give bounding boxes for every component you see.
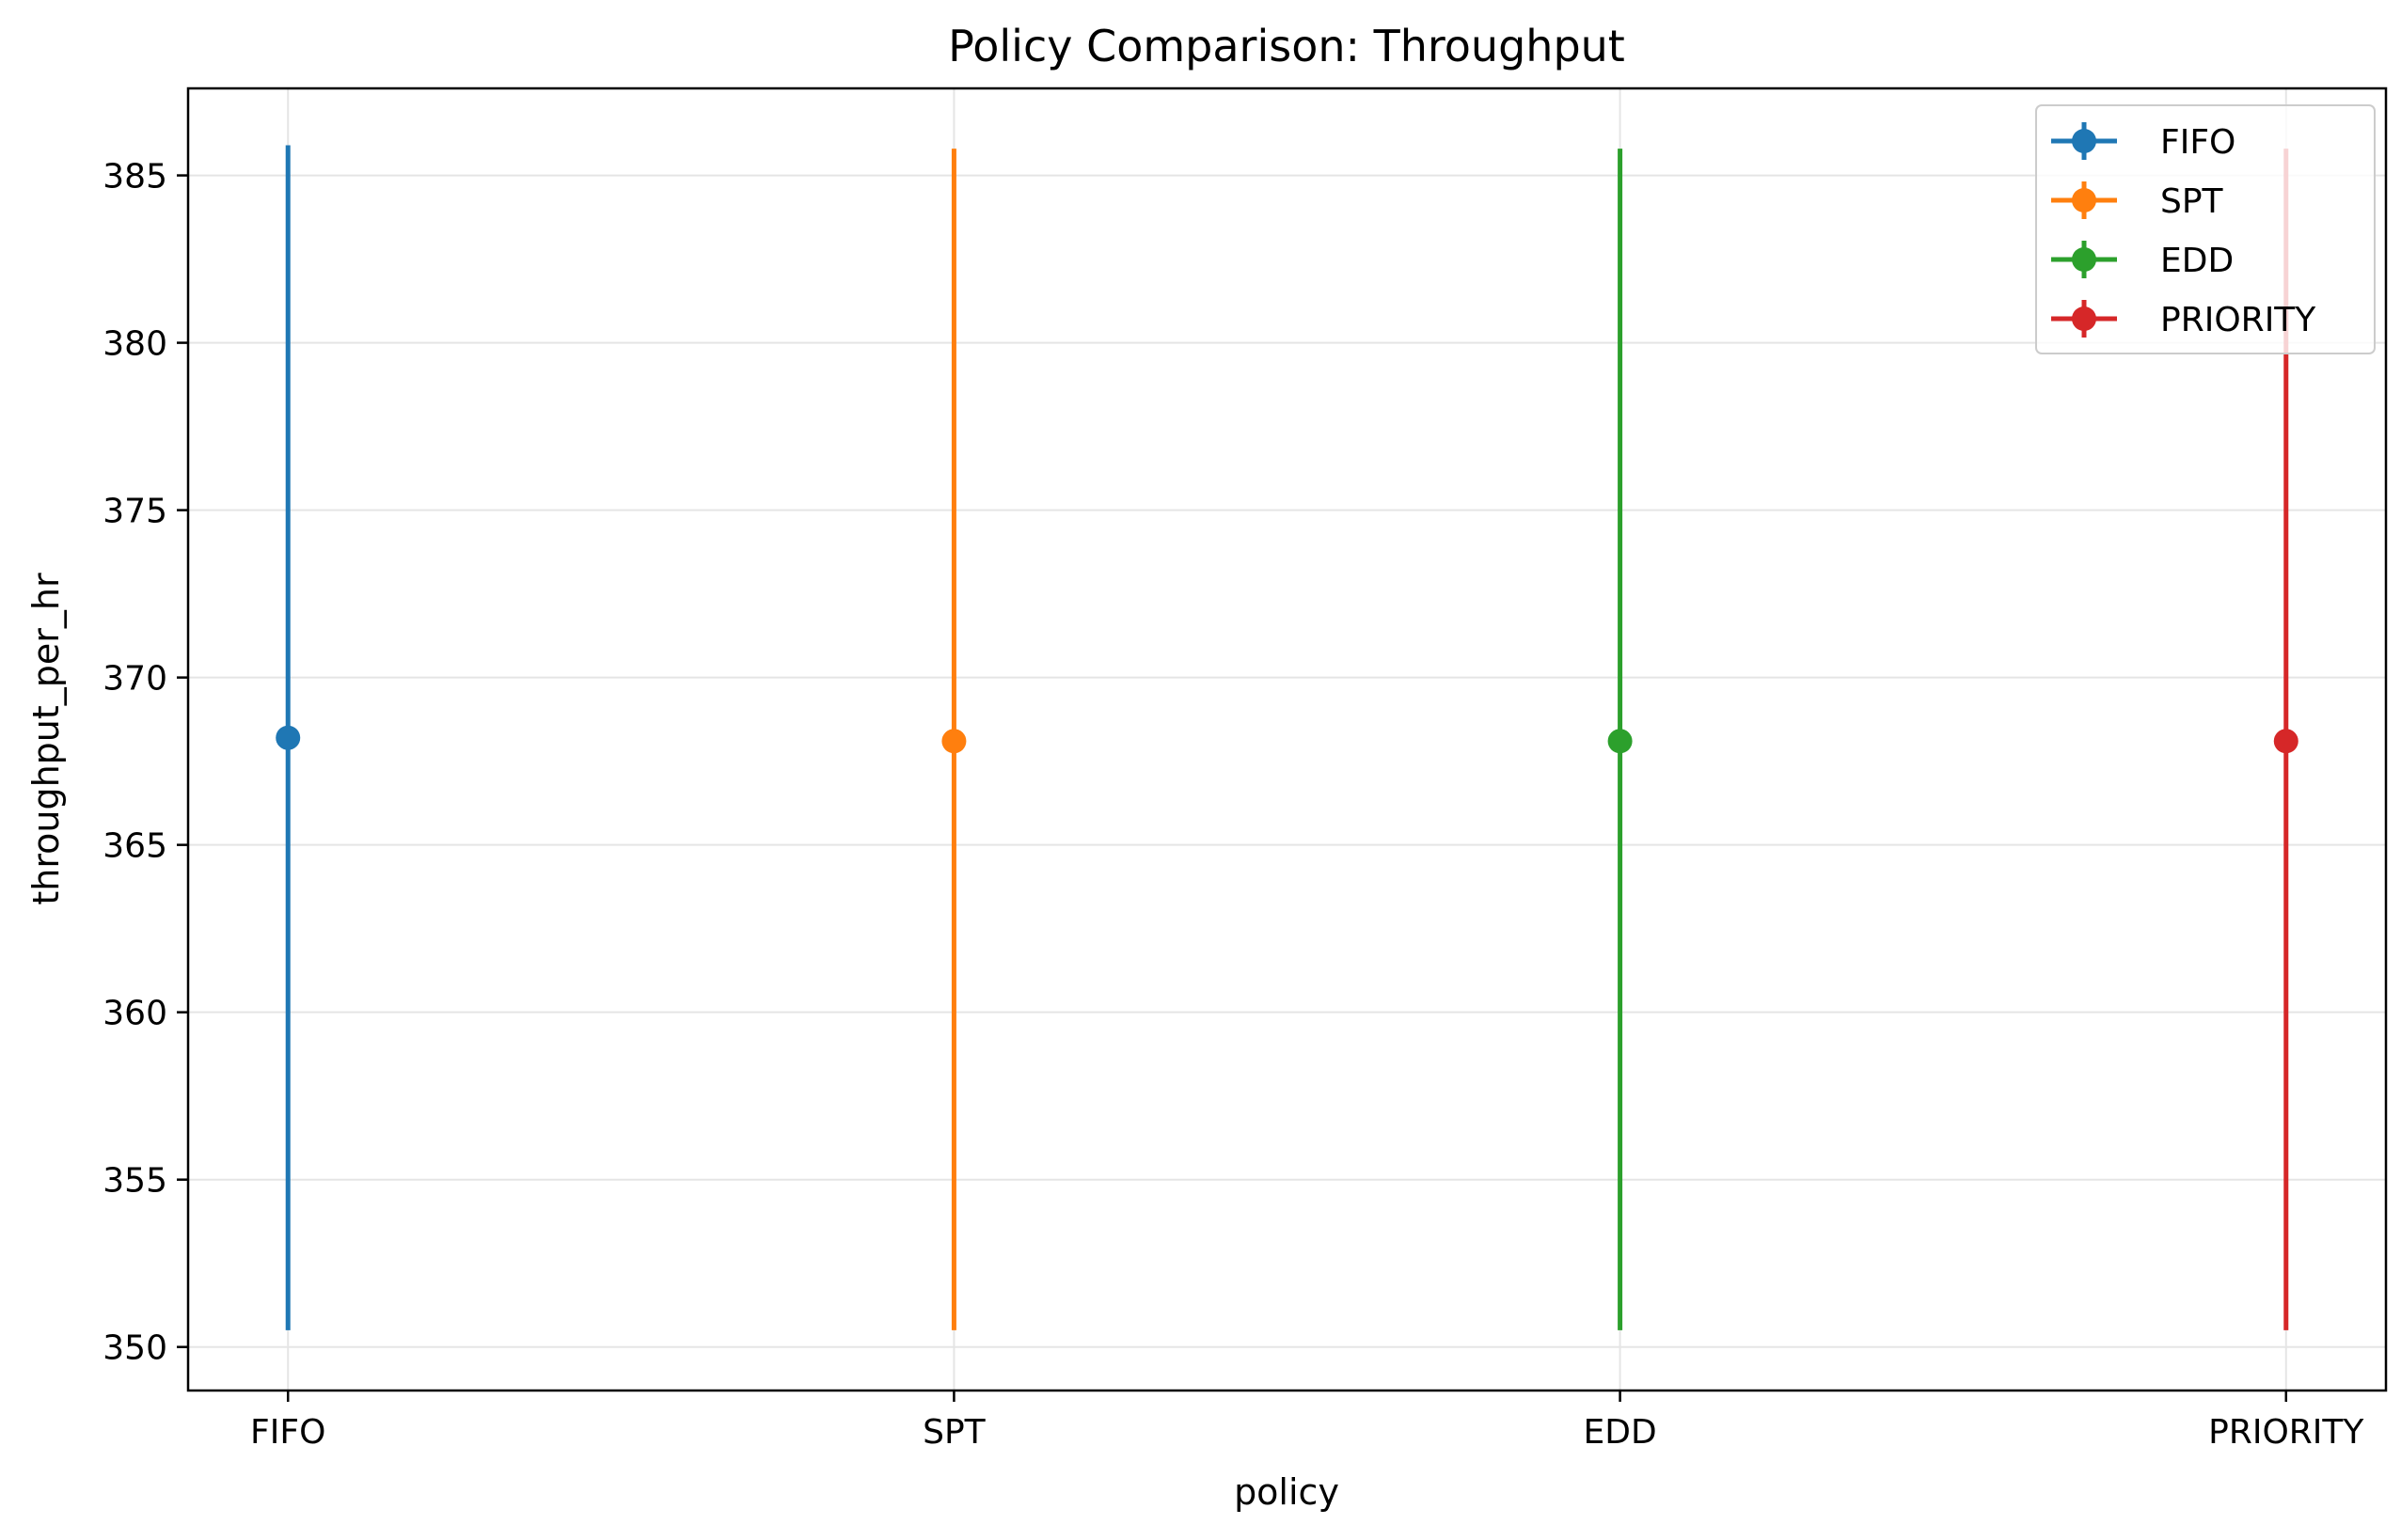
legend-label-edd: EDD (2160, 242, 2234, 280)
legend-marker-edd (2072, 247, 2096, 272)
y-tick-label: 365 (103, 827, 167, 866)
legend-label-spt: SPT (2160, 182, 2224, 221)
y-tick-label: 380 (103, 325, 167, 364)
data-point-spt (941, 729, 967, 754)
y-tick-label: 375 (103, 493, 167, 531)
x-tick-label: FIFO (250, 1413, 325, 1452)
y-tick-label: 355 (103, 1162, 167, 1201)
legend-label-fifo: FIFO (2160, 123, 2235, 162)
ticks: 350 355 360 365 370 375 380 385 FIFO SPT EDD PRIORI… (103, 158, 2364, 1452)
legend-marker-priority (2072, 306, 2096, 331)
x-tick-label: EDD (1583, 1413, 1656, 1452)
legend: FIFO SPT EDD PRIORITY (2035, 104, 2376, 354)
data-point-edd (1607, 729, 1633, 754)
y-tick-label: 350 (103, 1329, 167, 1368)
legend-marker-spt (2072, 188, 2096, 212)
x-tick-label: SPT (923, 1413, 987, 1452)
legend-box (2035, 104, 2376, 354)
legend-marker-fifo (2072, 129, 2096, 153)
y-tick-label: 370 (103, 660, 167, 699)
y-tick-label: 385 (103, 158, 167, 196)
plot-frame (186, 86, 2388, 1392)
legend-label-priority: PRIORITY (2160, 301, 2316, 339)
y-tick-label: 360 (103, 995, 167, 1033)
y-axis-label: throughput_per_hr (25, 573, 67, 905)
series-layer (276, 145, 2298, 1330)
data-point-fifo (276, 725, 301, 750)
data-point-priority (2273, 729, 2298, 754)
x-axis-label: policy (1234, 1471, 1339, 1513)
x-tick-label: PRIORITY (2208, 1413, 2364, 1452)
chart-title: Policy Comparison: Throughput (948, 21, 1625, 71)
